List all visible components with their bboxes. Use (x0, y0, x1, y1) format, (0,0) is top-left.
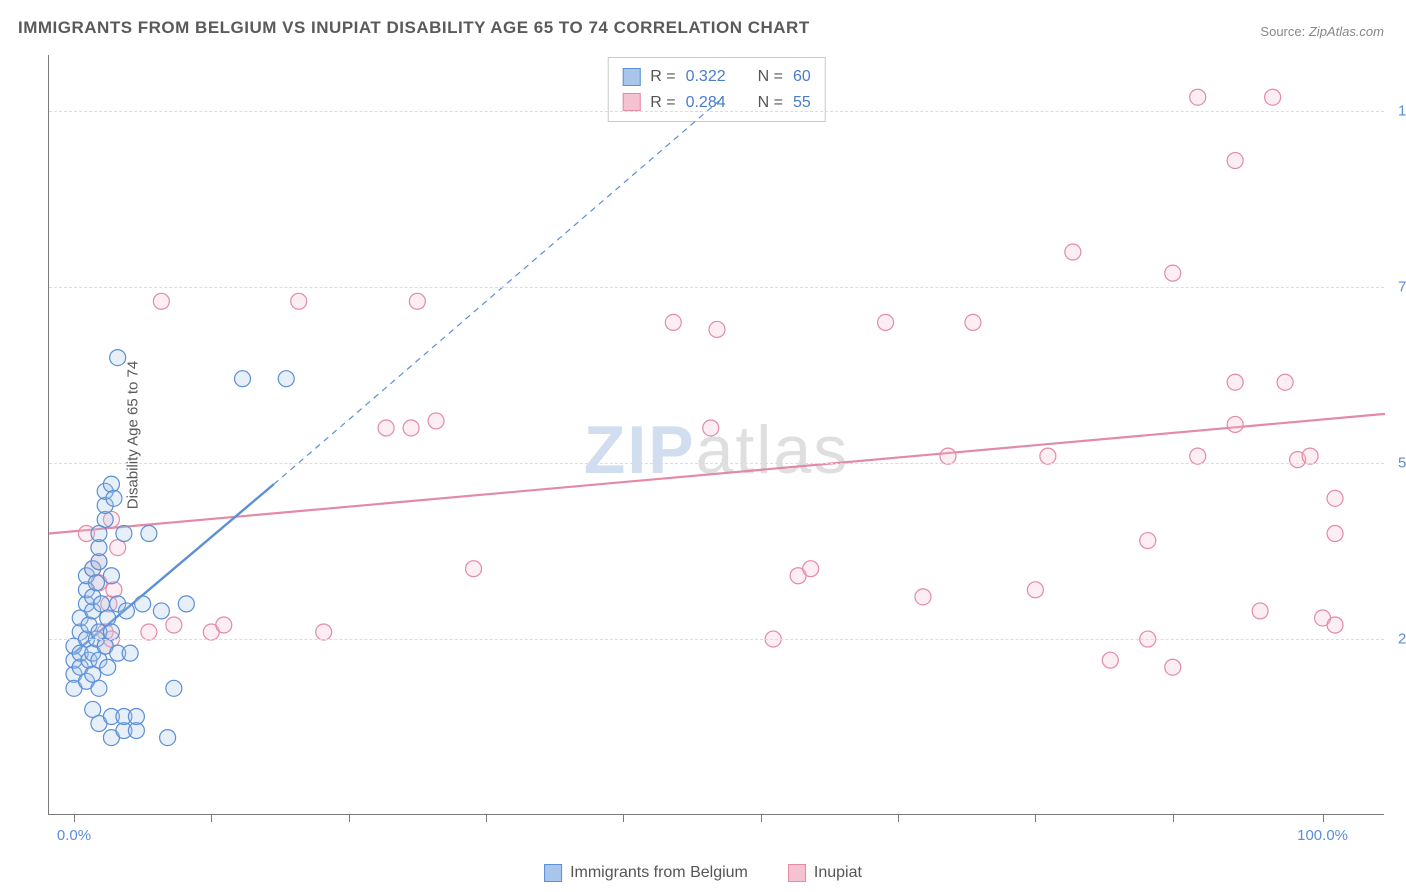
data-point (665, 314, 681, 330)
data-point (1165, 265, 1181, 281)
plot-svg (49, 55, 1384, 814)
data-point (1027, 582, 1043, 598)
data-point (103, 568, 119, 584)
data-point (91, 680, 107, 696)
source-attribution: Source: ZipAtlas.com (1260, 24, 1384, 39)
data-point (135, 596, 151, 612)
data-point (100, 659, 116, 675)
legend-label-belgium: Immigrants from Belgium (570, 864, 748, 882)
data-point (106, 582, 122, 598)
data-point (278, 371, 294, 387)
data-point (103, 624, 119, 640)
data-point (1190, 448, 1206, 464)
x-tick (761, 814, 762, 822)
data-point (160, 730, 176, 746)
x-tick-label: 100.0% (1297, 827, 1348, 844)
series-legend: Immigrants from Belgium Inupiat (544, 864, 862, 882)
source-label: Source: (1260, 24, 1305, 39)
x-tick (349, 814, 350, 822)
data-point (291, 293, 307, 309)
gridline-h (49, 287, 1384, 288)
data-point (128, 708, 144, 724)
data-point (1252, 603, 1268, 619)
data-point (103, 476, 119, 492)
data-point (166, 617, 182, 633)
y-tick-label: 25.0% (1388, 631, 1406, 648)
y-tick-label: 100.0% (1388, 103, 1406, 120)
data-point (709, 321, 725, 337)
data-point (915, 589, 931, 605)
x-tick (211, 814, 212, 822)
data-point (703, 420, 719, 436)
x-tick (74, 814, 75, 822)
data-point (116, 526, 132, 542)
data-point (1102, 652, 1118, 668)
plot-area: Disability Age 65 to 74 ZIPatlas R = 0.3… (48, 55, 1384, 815)
data-point (1140, 533, 1156, 549)
data-point (1327, 526, 1343, 542)
data-point (141, 526, 157, 542)
data-point (1190, 89, 1206, 105)
data-point (965, 314, 981, 330)
legend-item-inupiat: Inupiat (788, 864, 862, 882)
x-tick (1173, 814, 1174, 822)
legend-item-belgium: Immigrants from Belgium (544, 864, 748, 882)
swatch-belgium (544, 864, 562, 882)
data-point (110, 350, 126, 366)
data-point (1227, 374, 1243, 390)
data-point (316, 624, 332, 640)
data-point (803, 561, 819, 577)
data-point (118, 603, 134, 619)
data-point (141, 624, 157, 640)
trend-line-dashed (274, 97, 723, 484)
data-point (940, 448, 956, 464)
data-point (1227, 153, 1243, 169)
x-tick-label: 0.0% (57, 827, 91, 844)
data-point (235, 371, 251, 387)
x-tick (898, 814, 899, 822)
y-tick-label: 50.0% (1388, 455, 1406, 472)
data-point (1227, 416, 1243, 432)
data-point (216, 617, 232, 633)
data-point (878, 314, 894, 330)
legend-label-inupiat: Inupiat (814, 864, 862, 882)
data-point (178, 596, 194, 612)
data-point (1277, 374, 1293, 390)
x-tick (1323, 814, 1324, 822)
gridline-h (49, 463, 1384, 464)
data-point (153, 603, 169, 619)
data-point (1327, 490, 1343, 506)
data-point (1065, 244, 1081, 260)
data-point (378, 420, 394, 436)
data-point (466, 561, 482, 577)
x-tick (1035, 814, 1036, 822)
chart-title: IMMIGRANTS FROM BELGIUM VS INUPIAT DISAB… (18, 18, 810, 38)
data-point (106, 490, 122, 506)
data-point (1040, 448, 1056, 464)
data-point (403, 420, 419, 436)
data-point (88, 575, 104, 591)
gridline-h (49, 111, 1384, 112)
data-point (100, 610, 116, 626)
data-point (166, 680, 182, 696)
source-value: ZipAtlas.com (1309, 24, 1384, 39)
y-tick-label: 75.0% (1388, 279, 1406, 296)
data-point (1302, 448, 1318, 464)
data-point (428, 413, 444, 429)
swatch-inupiat (788, 864, 806, 882)
data-point (122, 645, 138, 661)
x-tick (486, 814, 487, 822)
data-point (1327, 617, 1343, 633)
data-point (409, 293, 425, 309)
x-tick (623, 814, 624, 822)
data-point (153, 293, 169, 309)
data-point (1165, 659, 1181, 675)
data-point (1265, 89, 1281, 105)
gridline-h (49, 639, 1384, 640)
